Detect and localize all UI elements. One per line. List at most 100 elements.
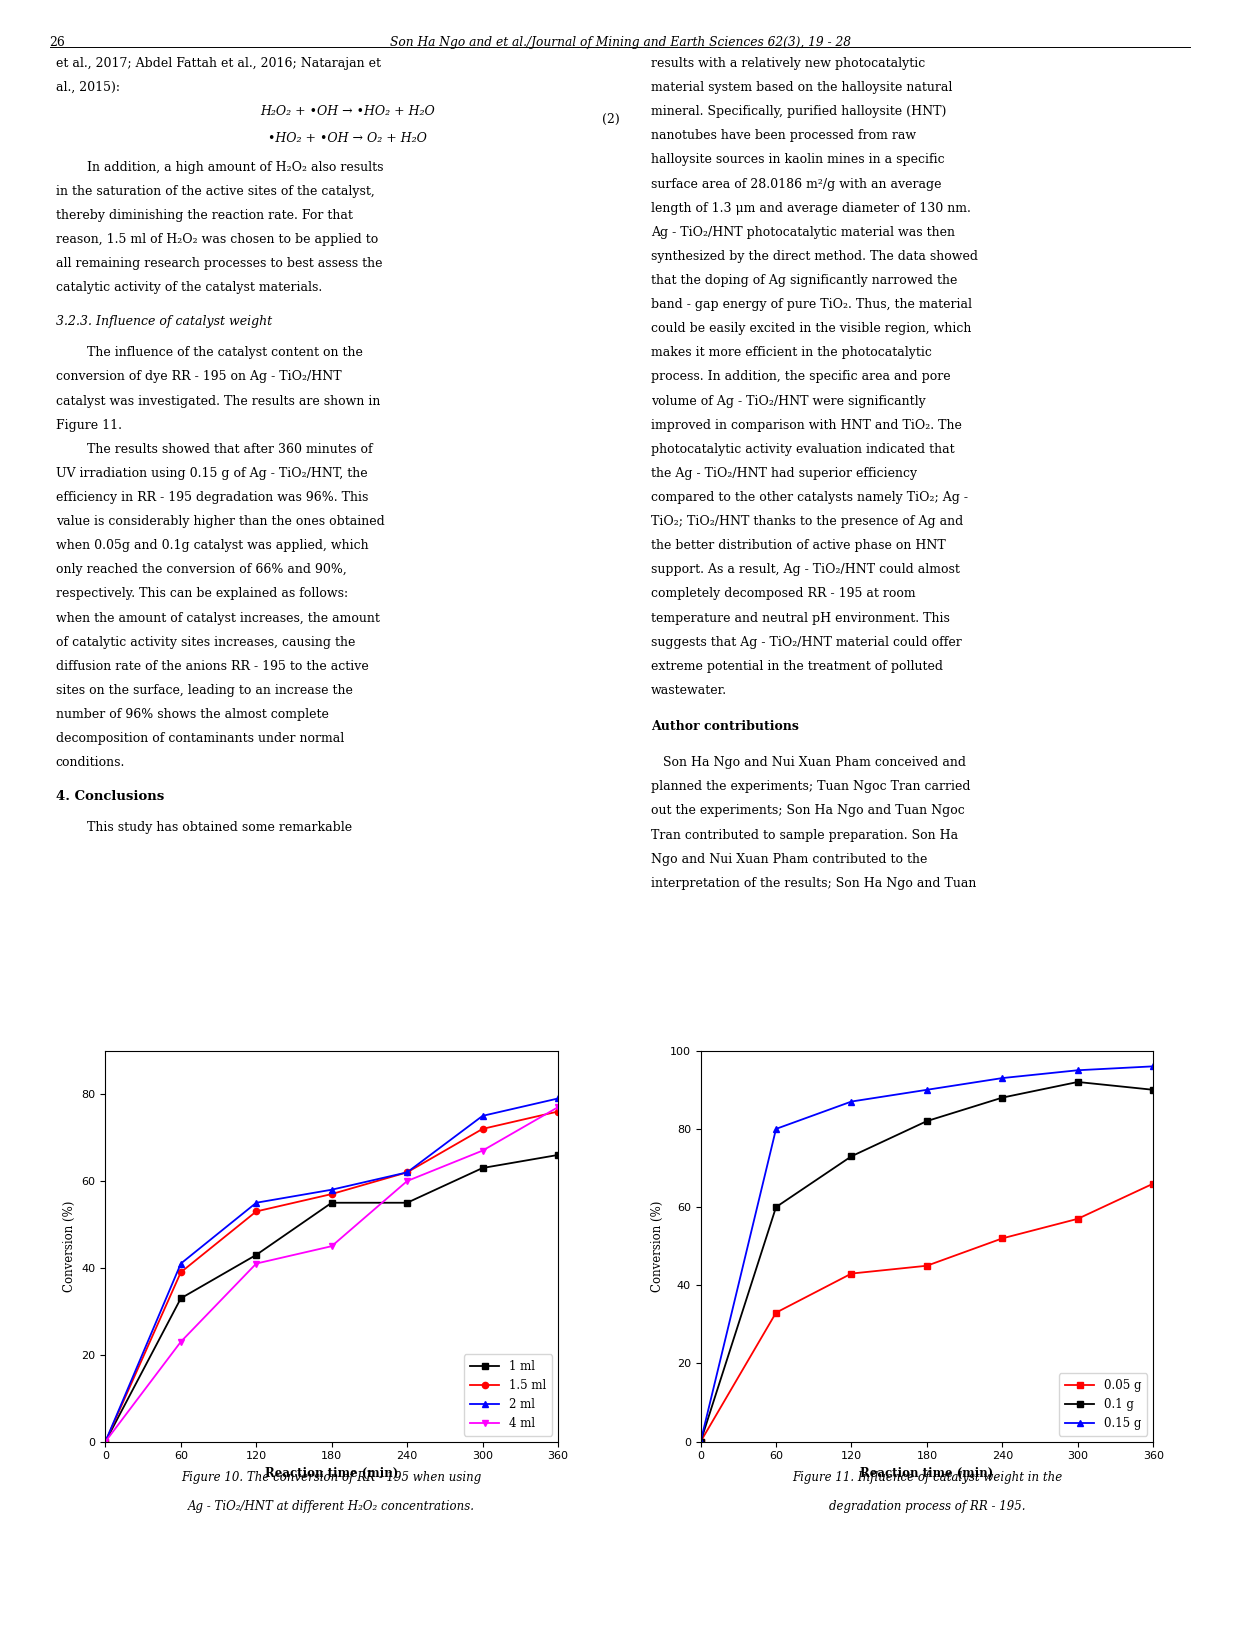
0.1 g: [769, 1197, 784, 1217]
0.1 g: [693, 1432, 708, 1451]
X-axis label: Reaction time (min): Reaction time (min): [265, 1468, 398, 1479]
Text: the Ag - TiO₂/HNT had superior efficiency: the Ag - TiO₂/HNT had superior efficienc…: [651, 468, 918, 481]
Text: suggests that Ag - TiO₂/HNT material could offer: suggests that Ag - TiO₂/HNT material cou…: [651, 635, 962, 648]
0.05 g: [1146, 1175, 1161, 1194]
4 ml: [174, 1333, 188, 1352]
Text: 4. Conclusions: 4. Conclusions: [56, 790, 164, 803]
1 ml: [174, 1289, 188, 1308]
Line: 0.15 g: 0.15 g: [697, 1064, 1157, 1445]
0.05 g: [693, 1432, 708, 1451]
Text: all remaining research processes to best assess the: all remaining research processes to best…: [56, 257, 382, 270]
2 ml: [174, 1254, 188, 1274]
Text: out the experiments; Son Ha Ngo and Tuan Ngoc: out the experiments; Son Ha Ngo and Tuan…: [651, 805, 965, 818]
0.15 g: [844, 1091, 859, 1111]
0.15 g: [769, 1119, 784, 1139]
0.05 g: [844, 1264, 859, 1284]
Text: TiO₂; TiO₂/HNT thanks to the presence of Ag and: TiO₂; TiO₂/HNT thanks to the presence of…: [651, 515, 963, 528]
0.15 g: [1146, 1057, 1161, 1077]
Text: nanotubes have been processed from raw: nanotubes have been processed from raw: [651, 129, 916, 142]
0.15 g: [1070, 1060, 1085, 1080]
Text: the better distribution of active phase on HNT: the better distribution of active phase …: [651, 539, 946, 552]
Text: diffusion rate of the anions RR - 195 to the active: diffusion rate of the anions RR - 195 to…: [56, 660, 368, 673]
Text: material system based on the halloysite natural: material system based on the halloysite …: [651, 81, 952, 94]
Text: of catalytic activity sites increases, causing the: of catalytic activity sites increases, c…: [56, 635, 355, 648]
Text: The influence of the catalyst content on the: The influence of the catalyst content on…: [87, 347, 362, 360]
Text: number of 96% shows the almost complete: number of 96% shows the almost complete: [56, 709, 329, 722]
Text: conditions.: conditions.: [56, 756, 125, 769]
Y-axis label: Conversion (%): Conversion (%): [63, 1201, 76, 1292]
Text: completely decomposed RR - 195 at room: completely decomposed RR - 195 at room: [651, 588, 915, 601]
Text: efficiency in RR - 195 degradation was 96%. This: efficiency in RR - 195 degradation was 9…: [56, 490, 368, 503]
2 ml: [399, 1163, 414, 1183]
Line: 0.05 g: 0.05 g: [697, 1181, 1157, 1445]
Legend: 1 ml, 1.5 ml, 2 ml, 4 ml: 1 ml, 1.5 ml, 2 ml, 4 ml: [464, 1354, 552, 1435]
0.05 g: [1070, 1209, 1085, 1228]
Text: improved in comparison with HNT and TiO₂. The: improved in comparison with HNT and TiO₂…: [651, 419, 962, 432]
Text: that the doping of Ag significantly narrowed the: that the doping of Ag significantly narr…: [651, 274, 957, 287]
Text: decomposition of contaminants under normal: decomposition of contaminants under norm…: [56, 731, 343, 744]
Line: 0.1 g: 0.1 g: [697, 1078, 1157, 1445]
Text: when the amount of catalyst increases, the amount: when the amount of catalyst increases, t…: [56, 611, 379, 624]
Line: 1.5 ml: 1.5 ml: [102, 1108, 562, 1445]
0.1 g: [1146, 1080, 1161, 1100]
Text: 26: 26: [50, 36, 66, 49]
0.15 g: [693, 1432, 708, 1451]
Text: H₂O₂ + •OH → •HO₂ + H₂O: H₂O₂ + •OH → •HO₂ + H₂O: [260, 106, 434, 119]
Text: Ag - TiO₂/HNT photocatalytic material was then: Ag - TiO₂/HNT photocatalytic material wa…: [651, 226, 955, 239]
0.15 g: [919, 1080, 935, 1100]
Text: sites on the surface, leading to an increase the: sites on the surface, leading to an incr…: [56, 684, 352, 697]
Line: 4 ml: 4 ml: [102, 1104, 562, 1445]
Text: (2): (2): [603, 112, 620, 125]
Text: compared to the other catalysts namely TiO₂; Ag -: compared to the other catalysts namely T…: [651, 490, 968, 503]
Text: catalytic activity of the catalyst materials.: catalytic activity of the catalyst mater…: [56, 282, 322, 295]
Text: value is considerably higher than the ones obtained: value is considerably higher than the on…: [56, 515, 384, 528]
1.5 ml: [475, 1119, 490, 1139]
Text: Figure 11. Influence of catalyst weight in the: Figure 11. Influence of catalyst weight …: [792, 1471, 1061, 1484]
1 ml: [249, 1245, 264, 1264]
0.05 g: [994, 1228, 1009, 1248]
2 ml: [551, 1088, 565, 1108]
2 ml: [249, 1192, 264, 1212]
1 ml: [325, 1192, 340, 1212]
Text: wastewater.: wastewater.: [651, 684, 727, 697]
Text: Ag - TiO₂/HNT at different H₂O₂ concentrations.: Ag - TiO₂/HNT at different H₂O₂ concentr…: [188, 1500, 475, 1513]
Text: band - gap energy of pure TiO₂. Thus, the material: band - gap energy of pure TiO₂. Thus, th…: [651, 298, 972, 311]
Text: volume of Ag - TiO₂/HNT were significantly: volume of Ag - TiO₂/HNT were significant…: [651, 394, 926, 407]
1.5 ml: [399, 1163, 414, 1183]
1 ml: [551, 1145, 565, 1165]
Text: synthesized by the direct method. The data showed: synthesized by the direct method. The da…: [651, 249, 978, 262]
Text: temperature and neutral pH environment. This: temperature and neutral pH environment. …: [651, 611, 950, 624]
4 ml: [325, 1236, 340, 1256]
Text: extreme potential in the treatment of polluted: extreme potential in the treatment of po…: [651, 660, 942, 673]
0.05 g: [919, 1256, 935, 1276]
Text: only reached the conversion of 66% and 90%,: only reached the conversion of 66% and 9…: [56, 564, 346, 577]
1.5 ml: [249, 1202, 264, 1222]
4 ml: [551, 1098, 565, 1117]
1 ml: [98, 1432, 113, 1451]
Text: UV irradiation using 0.15 g of Ag - TiO₂/HNT, the: UV irradiation using 0.15 g of Ag - TiO₂…: [56, 468, 367, 481]
Text: support. As a result, Ag - TiO₂/HNT could almost: support. As a result, Ag - TiO₂/HNT coul…: [651, 564, 960, 577]
Text: halloysite sources in kaolin mines in a specific: halloysite sources in kaolin mines in a …: [651, 153, 945, 166]
4 ml: [399, 1171, 414, 1191]
1.5 ml: [325, 1184, 340, 1204]
Text: in the saturation of the active sites of the catalyst,: in the saturation of the active sites of…: [56, 184, 374, 197]
Line: 2 ml: 2 ml: [102, 1095, 562, 1445]
0.1 g: [919, 1111, 935, 1131]
1 ml: [399, 1192, 414, 1212]
Text: 3.2.3. Influence of catalyst weight: 3.2.3. Influence of catalyst weight: [56, 314, 272, 327]
Text: mineral. Specifically, purified halloysite (HNT): mineral. Specifically, purified halloysi…: [651, 106, 946, 119]
1.5 ml: [551, 1101, 565, 1121]
Text: respectively. This can be explained as follows:: respectively. This can be explained as f…: [56, 588, 348, 601]
2 ml: [475, 1106, 490, 1126]
0.1 g: [844, 1147, 859, 1166]
2 ml: [325, 1179, 340, 1199]
1.5 ml: [98, 1432, 113, 1451]
2 ml: [98, 1432, 113, 1451]
4 ml: [249, 1254, 264, 1274]
Text: could be easily excited in the visible region, which: could be easily excited in the visible r…: [651, 323, 971, 336]
Text: thereby diminishing the reaction rate. For that: thereby diminishing the reaction rate. F…: [56, 209, 352, 222]
Text: degradation process of RR - 195.: degradation process of RR - 195.: [828, 1500, 1025, 1513]
Text: photocatalytic activity evaluation indicated that: photocatalytic activity evaluation indic…: [651, 443, 955, 456]
1 ml: [475, 1158, 490, 1178]
Text: length of 1.3 μm and average diameter of 130 nm.: length of 1.3 μm and average diameter of…: [651, 202, 971, 215]
